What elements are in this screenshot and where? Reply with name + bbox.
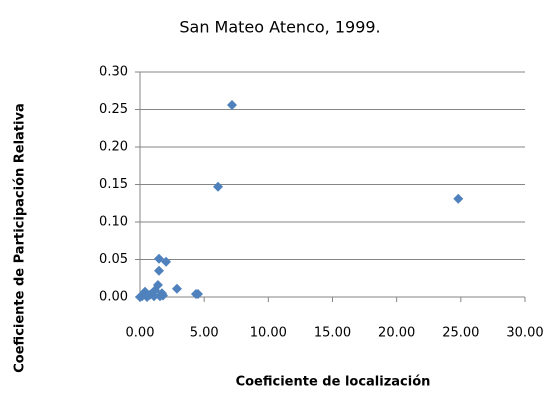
x-tick-label: 10.00 — [250, 326, 287, 341]
point — [142, 292, 153, 302]
y-tick-label: 0.05 — [99, 252, 128, 267]
point — [157, 290, 168, 301]
point — [227, 100, 238, 110]
y-tick-label: 0.15 — [99, 177, 128, 192]
x-axis-label: Coeficiente de localización — [236, 375, 431, 390]
y-axis-label: Coeficiente de Participación Relativa — [13, 103, 28, 372]
x-tick-label: 15.00 — [314, 326, 351, 341]
y-tick-label: 0.20 — [99, 140, 128, 155]
x-tick-label: 30.00 — [506, 326, 543, 341]
x-tick-label: 20.00 — [378, 326, 415, 341]
point — [171, 283, 182, 294]
point — [153, 253, 164, 264]
x-tick-label: 0.00 — [126, 326, 155, 341]
y-tick-label: 0.10 — [99, 215, 128, 230]
x-tick-label: 25.00 — [442, 326, 479, 341]
point — [153, 265, 164, 276]
point — [150, 285, 161, 296]
point — [213, 181, 224, 192]
x-tick-label: 5.00 — [190, 326, 219, 341]
point — [161, 256, 172, 267]
point — [453, 193, 464, 204]
y-tick-label: 0.00 — [99, 290, 128, 305]
y-tick-label: 0.30 — [99, 65, 128, 80]
point — [190, 289, 201, 299]
chart-title: San Mateo Atenco, 1999. — [179, 18, 380, 37]
y-tick-label: 0.25 — [99, 102, 128, 117]
